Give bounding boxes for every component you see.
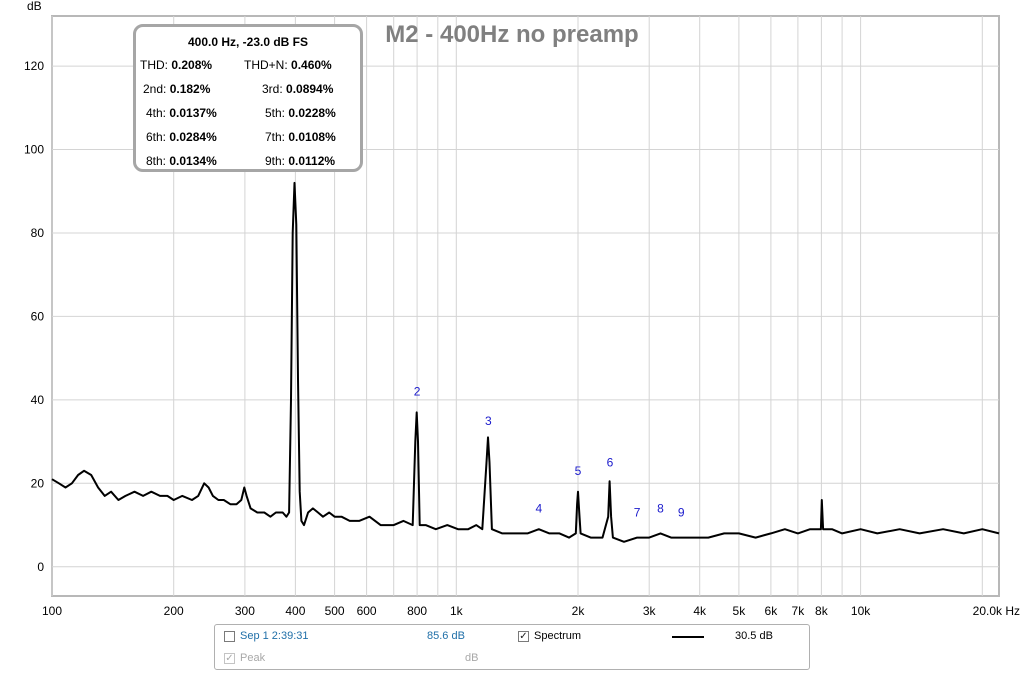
distortion-stats-box: 400.0 Hz, -23.0 dB FS THD: 0.208% THD+N:…	[133, 24, 363, 172]
h2-row: 2nd: 0.182%	[143, 82, 210, 96]
harmonic-label: 3	[485, 414, 492, 428]
h2-value: 0.182%	[169, 82, 211, 96]
x-tick-label: 500	[325, 604, 345, 618]
h6-row: 6th: 0.0284%	[146, 130, 217, 144]
harmonic-label: 9	[678, 506, 685, 520]
harmonic-label: 4	[535, 502, 542, 516]
stats-header: 400.0 Hz, -23.0 dB FS	[187, 35, 309, 49]
h7-row: 7th: 0.0108%	[265, 130, 336, 144]
thd-label: THD:	[140, 58, 168, 72]
y-axis-label: dB	[27, 0, 42, 13]
spectrum-checkbox[interactable]: ✓	[518, 631, 529, 642]
thd-value: 0.208%	[171, 58, 213, 72]
x-tick-label: 7k	[792, 604, 806, 618]
h3-row: 3rd: 0.0894%	[262, 82, 333, 96]
x-tick-label: 800	[407, 604, 427, 618]
x-tick-label: 400	[285, 604, 305, 618]
peak-level: dB	[465, 652, 479, 664]
measurement-level: 85.6 dB	[427, 630, 465, 642]
h7-label: 7th:	[265, 130, 286, 144]
x-tick-label: 6k	[765, 604, 779, 618]
x-tick-label: 1k	[450, 604, 464, 618]
y-tick-labels: 0 20 40 60 80 100 120	[24, 59, 44, 574]
h8-label: 8th:	[146, 154, 167, 168]
spectrum-series	[51, 181, 1000, 543]
spectrum-label[interactable]: Spectrum	[534, 630, 582, 642]
harmonic-label: 6	[607, 456, 614, 470]
harmonic-label: 7	[634, 506, 641, 520]
h5-label: 5th:	[265, 106, 286, 120]
h5-value: 0.0228%	[288, 106, 336, 120]
y-tick-label: 0	[37, 560, 44, 574]
h7-value: 0.0108%	[288, 130, 336, 144]
h2-label: 2nd:	[143, 82, 167, 96]
harmonic-label: 2	[414, 385, 421, 399]
x-tick-label: 10k	[851, 604, 871, 618]
y-tick-label: 40	[31, 393, 45, 407]
x-tick-label: 20.0k Hz	[973, 604, 1020, 618]
x-tick-label: 200	[164, 604, 184, 618]
x-tick-label: 8k	[815, 604, 829, 618]
harmonic-label: 8	[657, 502, 664, 516]
x-tick-label: 2k	[572, 604, 586, 618]
x-tick-label: 4k	[693, 604, 707, 618]
thdn-value: 0.460%	[291, 58, 332, 72]
h9-value: 0.0112%	[288, 154, 336, 168]
chart-title: M2 - 400Hz no preamp	[385, 21, 638, 48]
h4-value: 0.0137%	[169, 106, 217, 120]
x-tick-label: 5k	[733, 604, 747, 618]
h6-value: 0.0284%	[169, 130, 217, 144]
h8-value: 0.0134%	[169, 154, 217, 168]
measurement-checkbox[interactable]	[224, 631, 235, 642]
thdn-row: THD+N: 0.460%	[244, 58, 332, 72]
x-tick-label: 3k	[643, 604, 657, 618]
measurement-name[interactable]: Sep 1 2:39:31	[240, 630, 309, 642]
h4-row: 4th: 0.0137%	[146, 106, 217, 120]
h4-label: 4th:	[146, 106, 167, 120]
h9-row: 9th: 0.0112%	[265, 154, 335, 168]
spectrum-trace	[51, 181, 1000, 543]
thd-row: THD: 0.208%	[140, 58, 212, 72]
harmonic-labels: 2 3 4 5 6 7 8 9	[414, 385, 685, 520]
h5-row: 5th: 0.0228%	[265, 106, 336, 120]
h6-label: 6th:	[146, 130, 167, 144]
x-tick-label: 100	[42, 604, 62, 618]
y-tick-label: 100	[24, 143, 44, 157]
thdn-label: THD+N:	[244, 58, 288, 72]
h8-row: 8th: 0.0134%	[146, 154, 217, 168]
peak-checkbox[interactable]: ✓	[224, 653, 235, 664]
harmonic-label: 5	[575, 464, 582, 478]
h9-label: 9th:	[265, 154, 286, 168]
legend-panel: Sep 1 2:39:31 85.6 dB ✓ Spectrum 30.5 dB…	[214, 624, 810, 670]
x-tick-labels: 100 200 300 400 500 600 800 1k 2k 3k 4k 5k 6k 7k 8k 10k…	[42, 604, 1020, 618]
spectrum-line-swatch	[672, 636, 704, 638]
h3-label: 3rd:	[262, 82, 283, 96]
y-tick-label: 120	[24, 59, 44, 73]
y-tick-label: 60	[31, 309, 45, 323]
y-tick-label: 80	[31, 226, 45, 240]
x-tick-label: 300	[235, 604, 255, 618]
x-tick-label: 600	[357, 604, 377, 618]
peak-label: Peak	[240, 652, 266, 664]
h3-value: 0.0894%	[286, 82, 334, 96]
y-tick-label: 20	[31, 476, 45, 490]
spectrum-level: 30.5 dB	[735, 630, 773, 642]
